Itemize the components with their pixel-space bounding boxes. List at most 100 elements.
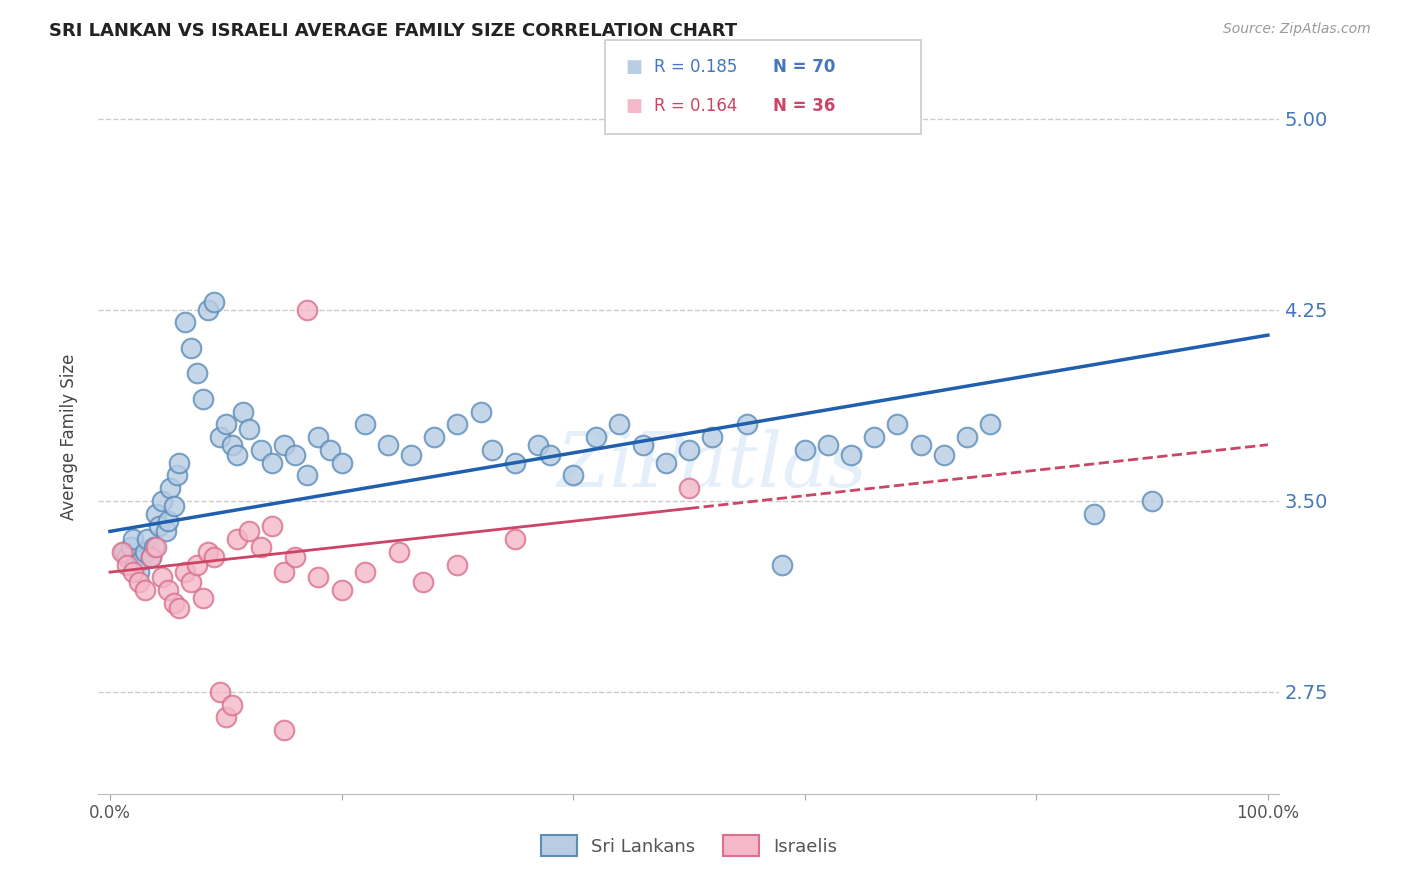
Point (932, 448, 955, 462)
Point (221, 438, 243, 452)
Point (122, 532, 145, 546)
Point (446, 417, 468, 432)
Point (481, 442, 503, 457)
Point (174, 565, 197, 579)
Point (585, 430, 607, 444)
Point (139, 549, 162, 564)
Text: R = 0.164: R = 0.164 (654, 97, 737, 115)
Point (150, 493, 173, 508)
Text: R = 0.185: R = 0.185 (654, 59, 737, 77)
Point (655, 456, 678, 470)
Text: SRI LANKAN VS ISRAELI AVERAGE FAMILY SIZE CORRELATION CHART: SRI LANKAN VS ISRAELI AVERAGE FAMILY SIZ… (49, 22, 737, 40)
Text: ■: ■ (626, 97, 643, 115)
Point (295, 468, 318, 483)
Point (150, 570, 173, 584)
Point (678, 481, 700, 495)
Point (128, 565, 150, 579)
Point (609, 417, 631, 432)
Point (202, 549, 225, 564)
Point (295, 302, 318, 317)
Point (273, 723, 295, 738)
Point (863, 430, 886, 444)
Point (249, 540, 271, 554)
Point (202, 295, 225, 310)
Point (262, 519, 284, 533)
Point (124, 558, 146, 572)
Y-axis label: Average Family Size: Average Family Size (59, 354, 77, 520)
Point (307, 430, 329, 444)
Point (143, 540, 166, 554)
Point (273, 438, 295, 452)
Text: N = 36: N = 36 (773, 97, 835, 115)
Point (221, 698, 243, 712)
Point (330, 456, 353, 470)
Point (180, 575, 202, 590)
Point (388, 545, 411, 559)
Point (262, 456, 284, 470)
Point (527, 438, 550, 452)
Point (1083, 507, 1105, 521)
Text: Source: ZipAtlas.com: Source: ZipAtlas.com (1223, 22, 1371, 37)
Point (232, 404, 254, 418)
Point (238, 524, 260, 539)
Point (117, 549, 139, 564)
Point (159, 481, 181, 495)
Point (226, 532, 249, 546)
Point (169, 600, 191, 615)
Point (197, 545, 219, 559)
Point (191, 591, 214, 605)
Point (631, 438, 654, 452)
Text: N = 70: N = 70 (773, 59, 835, 77)
Point (793, 442, 815, 457)
Point (136, 532, 159, 546)
Point (330, 582, 353, 597)
Point (886, 417, 908, 432)
Point (307, 570, 329, 584)
Point (770, 558, 793, 572)
Point (817, 438, 839, 452)
Point (163, 596, 186, 610)
Point (446, 558, 468, 572)
Point (284, 549, 307, 564)
Point (226, 448, 249, 462)
Legend: Sri Lankans, Israelis: Sri Lankans, Israelis (533, 828, 845, 863)
Point (112, 545, 135, 559)
Point (169, 456, 191, 470)
Point (117, 558, 139, 572)
Point (503, 456, 526, 470)
Point (503, 532, 526, 546)
Point (186, 558, 208, 572)
Text: ZiPatlas: ZiPatlas (557, 429, 868, 502)
Point (1140, 493, 1163, 508)
Point (148, 519, 170, 533)
Point (166, 468, 188, 483)
Point (249, 442, 271, 457)
Point (284, 448, 307, 462)
Point (163, 499, 186, 513)
Point (700, 430, 723, 444)
Point (238, 422, 260, 436)
Point (412, 575, 434, 590)
Point (353, 417, 375, 432)
Point (273, 565, 295, 579)
Point (562, 468, 585, 483)
Point (470, 404, 492, 418)
Point (377, 438, 399, 452)
Point (186, 367, 208, 381)
Point (180, 341, 202, 355)
Point (319, 442, 342, 457)
Text: ■: ■ (626, 59, 643, 77)
Point (399, 448, 422, 462)
Point (910, 438, 932, 452)
Point (155, 524, 177, 539)
Point (979, 417, 1001, 432)
Point (353, 565, 375, 579)
Point (145, 540, 167, 554)
Point (110, 545, 132, 559)
Point (191, 392, 214, 406)
Point (735, 417, 758, 432)
Point (134, 545, 156, 559)
Point (122, 565, 145, 579)
Point (839, 448, 862, 462)
Point (120, 540, 142, 554)
